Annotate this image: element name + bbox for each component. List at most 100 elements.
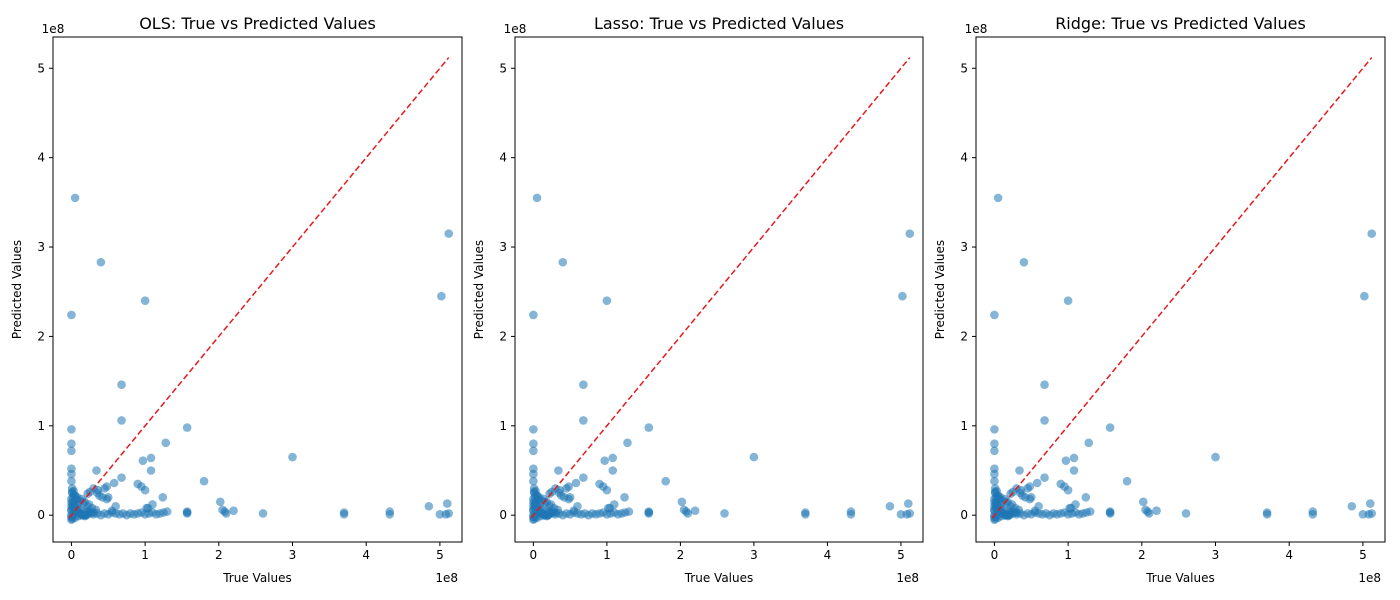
- data-point: [117, 380, 126, 389]
- data-point: [529, 310, 538, 320]
- data-point: [111, 501, 120, 511]
- data-point: [545, 489, 554, 499]
- data-point: [555, 485, 565, 495]
- data-point: [385, 509, 395, 519]
- data-point: [571, 478, 581, 488]
- data-point: [903, 499, 913, 508]
- data-point: [896, 509, 906, 519]
- x-tick-label: 2: [1138, 548, 1146, 562]
- data-point: [990, 446, 999, 456]
- x-tick-label: 5: [897, 548, 905, 562]
- data-point: [229, 506, 238, 516]
- data-point: [846, 509, 856, 519]
- y-tick-label: 0: [960, 508, 968, 522]
- data-point: [1105, 423, 1115, 432]
- data-point: [258, 509, 268, 518]
- data-point: [1122, 476, 1132, 486]
- data-point: [898, 291, 907, 301]
- data-point: [1016, 485, 1026, 495]
- y-tick-label: 4: [960, 151, 968, 165]
- data-point: [1061, 456, 1071, 465]
- data-point: [84, 500, 94, 509]
- data-point: [161, 438, 171, 448]
- data-point: [644, 508, 654, 517]
- data-point: [677, 497, 687, 507]
- data-point: [529, 425, 538, 434]
- data-point: [1360, 291, 1369, 301]
- x-tick-label: 0: [991, 548, 999, 562]
- reference-line: [530, 57, 911, 519]
- data-point: [1034, 501, 1043, 511]
- data-point: [579, 416, 588, 425]
- data-point: [530, 500, 540, 509]
- data-point: [437, 291, 446, 301]
- data-point: [199, 476, 209, 486]
- data-point: [683, 509, 693, 518]
- data-point: [529, 476, 538, 486]
- x-tick-label: 3: [750, 548, 758, 562]
- x-tick-label: 4: [362, 548, 370, 562]
- data-point: [1032, 478, 1042, 488]
- data-point: [1023, 484, 1032, 493]
- data-point: [990, 469, 999, 479]
- x-tick-label: 4: [824, 548, 832, 562]
- data-point: [1063, 485, 1073, 495]
- y-axis-label: Predicted Values: [933, 240, 947, 339]
- data-point: [990, 476, 999, 486]
- data-point: [138, 456, 148, 465]
- x-tick-label: 5: [1359, 548, 1367, 562]
- data-point: [444, 229, 454, 238]
- data-point: [140, 485, 150, 495]
- data-point: [990, 439, 999, 448]
- chart-title: OLS: True vs Predicted Values: [139, 14, 376, 33]
- data-point: [1063, 296, 1073, 305]
- y-tick-label: 4: [37, 151, 45, 165]
- x-offset-label: 1e8: [896, 571, 919, 585]
- chart-panel-1: 0 1 2 3 4 5 0 1 2 3 4 5 OLS: True vs Predicted Value…: [10, 14, 463, 585]
- data-point: [1084, 438, 1094, 448]
- data-point: [1007, 500, 1017, 509]
- y-tick-label: 1: [37, 419, 45, 433]
- y-offset-label: 1e8: [42, 22, 65, 36]
- data-point: [990, 425, 999, 434]
- data-point: [1019, 257, 1029, 267]
- data-point: [1347, 501, 1357, 511]
- data-point: [221, 509, 231, 518]
- data-point: [109, 478, 119, 488]
- data-point: [1365, 499, 1375, 508]
- data-point: [1181, 509, 1191, 518]
- data-point: [444, 509, 454, 518]
- data-point: [1040, 416, 1049, 425]
- data-point: [68, 500, 78, 509]
- data-point: [215, 497, 225, 507]
- data-point: [600, 456, 609, 465]
- data-point: [554, 466, 563, 475]
- data-point: [1138, 497, 1148, 507]
- data-point: [690, 506, 700, 516]
- data-point: [83, 489, 92, 499]
- data-point: [990, 514, 1000, 524]
- data-point: [1367, 229, 1377, 238]
- data-point: [624, 507, 634, 516]
- y-tick-label: 3: [37, 240, 45, 254]
- data-point: [1358, 509, 1368, 519]
- data-point: [885, 501, 895, 511]
- data-point: [529, 487, 539, 497]
- y-tick-label: 3: [960, 240, 968, 254]
- data-point: [1040, 380, 1049, 389]
- chart-title: Ridge: True vs Predicted Values: [1055, 14, 1306, 33]
- data-point: [1006, 489, 1015, 499]
- data-point: [67, 476, 76, 486]
- data-point: [579, 473, 588, 482]
- y-offset-label: 1e8: [965, 22, 988, 36]
- data-point: [67, 425, 76, 434]
- data-point: [720, 509, 729, 518]
- chart-title: Lasso: True vs Predicted Values: [594, 14, 844, 33]
- chart-panel-3: 0 1 2 3 4 5 0 1 2 3 4 5 Ridge: True vs Predicted Val…: [933, 14, 1386, 585]
- data-point: [339, 509, 349, 519]
- plot-area: [514, 36, 924, 543]
- data-point: [435, 509, 445, 519]
- data-point: [553, 505, 562, 515]
- data-point: [620, 493, 629, 502]
